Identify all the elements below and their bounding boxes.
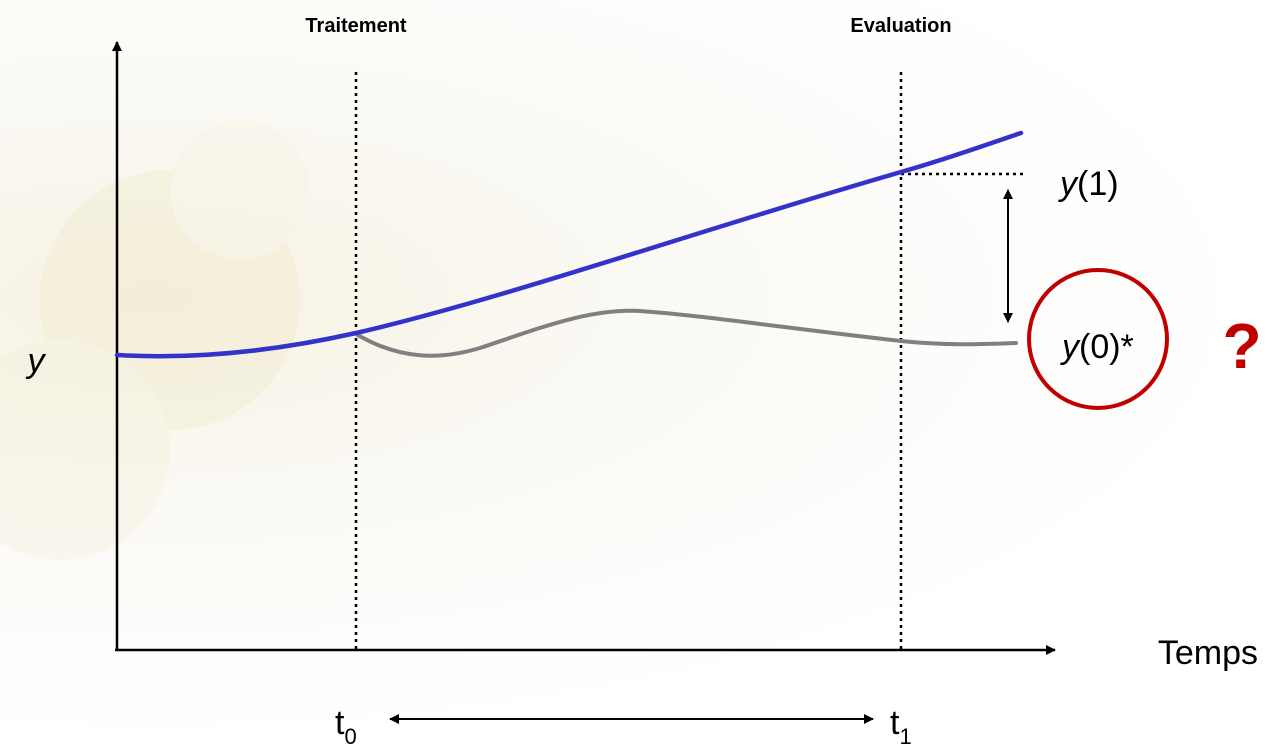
t0-label-sub: 0 — [344, 724, 356, 747]
t0-label: t0 — [335, 704, 357, 747]
t1-label-sub: 1 — [899, 724, 911, 747]
y0-label: y(0)* — [1060, 328, 1134, 366]
y1-label: y(1) — [1058, 165, 1119, 203]
background-decoration — [0, 120, 310, 560]
treatment-label: Traitement — [305, 15, 406, 37]
counterfactual-curve — [354, 308, 1018, 358]
y0-label-var: y — [1060, 328, 1081, 366]
t1-label-base: t — [890, 704, 900, 742]
y-axis-label: y — [26, 342, 47, 380]
y0-label-arg: (0)* — [1079, 328, 1134, 366]
t0-label-base: t — [335, 704, 345, 742]
y1-label-var: y — [1058, 165, 1079, 203]
t1-label: t1 — [890, 704, 912, 747]
question-mark: ? — [1222, 310, 1261, 382]
y1-label-arg: (1) — [1077, 165, 1119, 203]
counterfactual-highlight-circle — [1027, 268, 1169, 410]
x-axis-label: Temps — [1158, 634, 1258, 672]
treated-outcome-curve — [114, 130, 1024, 359]
evaluation-label: Evaluation — [850, 15, 951, 37]
